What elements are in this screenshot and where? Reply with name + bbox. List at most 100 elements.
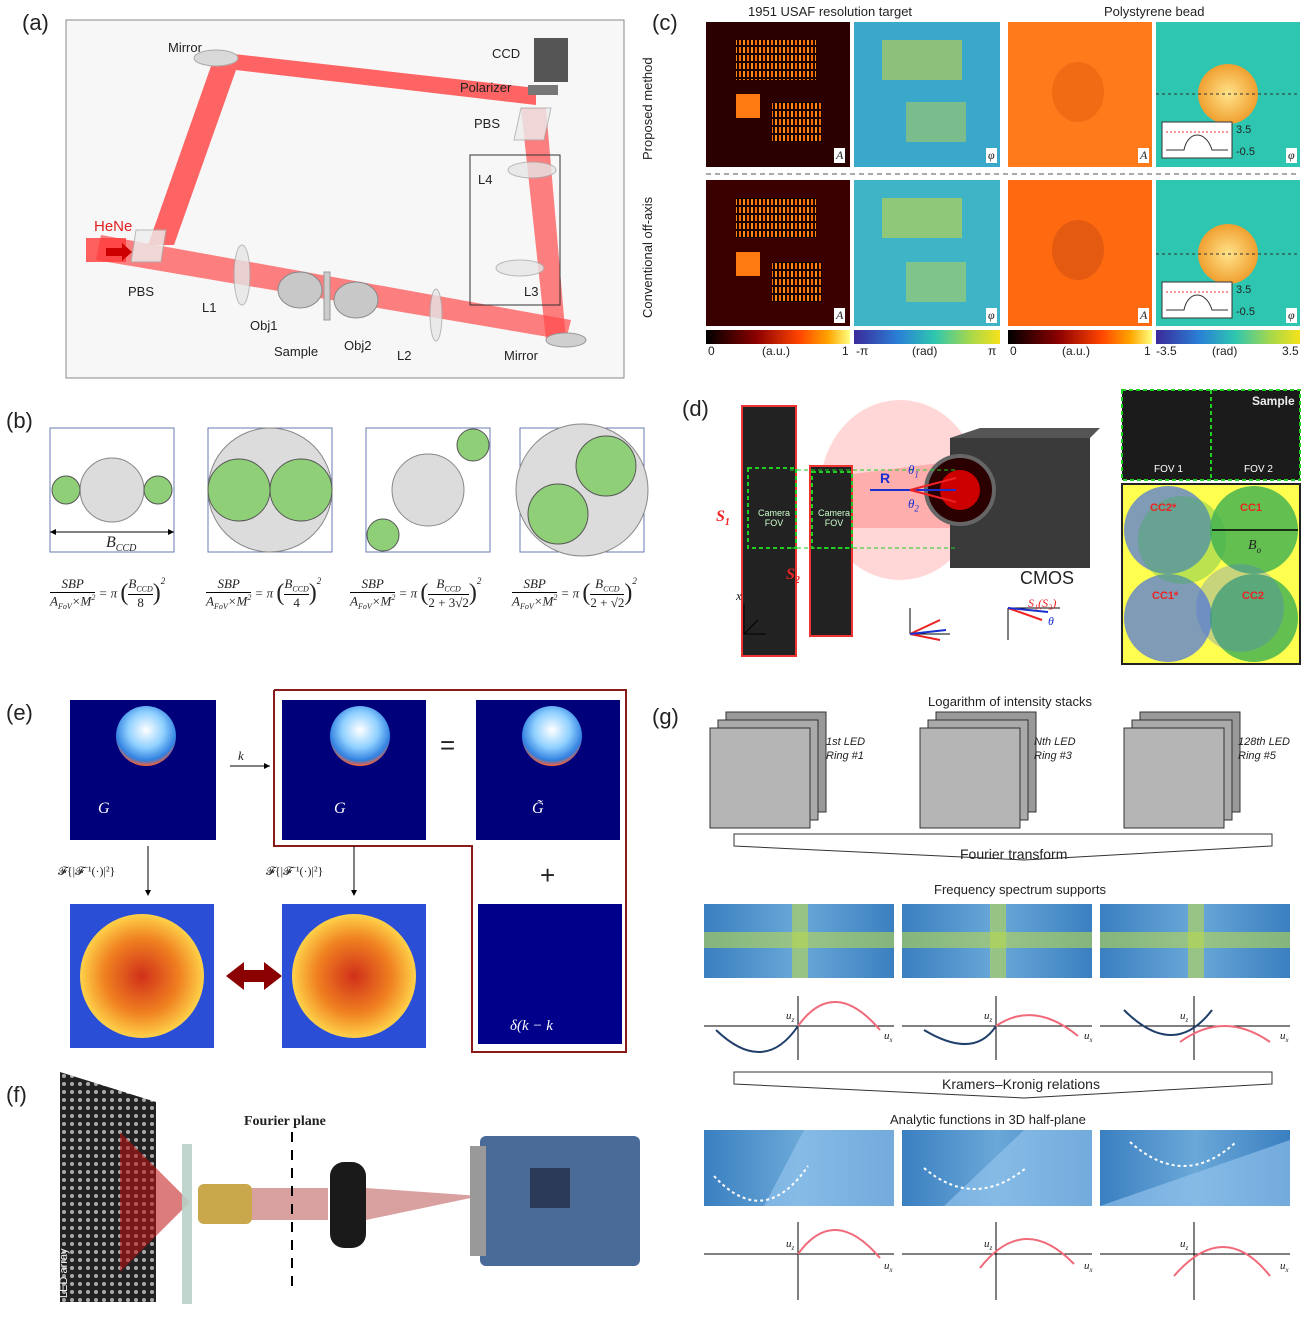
c-cbar2-unit: (rad) [912, 344, 938, 358]
formula-2: SBP AFoV×M2 = π (BCCD 4)2 [206, 576, 322, 611]
c-title-left: 1951 USAF resolution target [748, 4, 913, 19]
d-sample-label: Sample [1252, 394, 1295, 408]
c-cbar4-min: -3.5 [1156, 344, 1177, 358]
d-s2-label: S2 [786, 566, 800, 586]
panel-f-diagram [60, 1072, 640, 1304]
c-colorbar-4 [1156, 330, 1300, 344]
formula-3-sq: 2 [391, 593, 396, 602]
formula-2-rhs: = π [254, 585, 274, 601]
c-sym-p3: φ [986, 308, 997, 323]
panel-label-b: (b) [6, 408, 33, 433]
panel-label-f: (f) [6, 1082, 27, 1107]
formula-4-frac-sub: CCD [603, 584, 620, 594]
beam-top [216, 52, 536, 105]
label-mirror-top: Mirror [168, 40, 202, 55]
g-uz-5-sub: z [989, 1244, 993, 1253]
d-theta-label: θ [1048, 614, 1054, 628]
formula-4-den-sub: FoV [519, 601, 534, 611]
g-uz-2-text: u [984, 1010, 990, 1022]
g-ux-4-sub: x [889, 1266, 893, 1275]
f-objective-icon [198, 1184, 252, 1224]
g-ring3: Ring #5 [1238, 750, 1276, 762]
hene-arrow-icon [106, 243, 132, 261]
label-l4: L4 [478, 172, 493, 187]
f-fourier-plane-label: Fourier plane [244, 1114, 326, 1129]
c-cbar4-unit: (rad) [1212, 344, 1238, 358]
e-label-fop1: 𝓕{|𝓕⁻¹(·)|²} [58, 864, 116, 878]
d-s1-sub: 1 [724, 517, 730, 529]
g-ux-6-text: u [1280, 1260, 1286, 1272]
c-sym-p1: φ [986, 148, 997, 163]
panel-d-diagram [741, 400, 1100, 657]
formula-1-num: SBP [50, 576, 96, 593]
formula-3-frac-den: 2 + 3√2 [428, 594, 469, 610]
sample-slide-icon [323, 271, 331, 321]
formula-2-den: A [206, 593, 214, 609]
formula-1-den-tail: ×M [71, 593, 92, 609]
c-row-label-1: Proposed method [640, 57, 655, 160]
d-cc2-label: CC2 [1242, 590, 1265, 602]
g-uz-4: uz [786, 1238, 794, 1252]
lens-l2-icon [429, 288, 443, 342]
formula-2-pow: 2 [316, 576, 322, 586]
f-led-array-label: LED array [58, 1248, 70, 1298]
g-fourier-label: Fourier transform [960, 846, 1068, 862]
e-label-km: k [238, 748, 244, 763]
g-ux-2-text: u [1084, 1030, 1090, 1042]
d-s1s2-label: S₁(S₂) [1028, 596, 1057, 610]
e-red-bracket [273, 689, 627, 1053]
s1-sample-image [741, 405, 797, 657]
formula-3-num: SBP [350, 576, 396, 593]
mirror-top-icon [193, 49, 239, 67]
d-camera-fov-1: Camera FOV [757, 508, 790, 528]
d-theta2: θ2 [908, 496, 919, 514]
panel-d-right [1121, 389, 1301, 665]
d-axis-z: z [760, 610, 766, 625]
label-bccd: BCCD [106, 534, 136, 554]
formula-4-frac-den: 2 + √2 [590, 594, 625, 610]
formula-3-frac-sub: CCD [444, 584, 461, 594]
label-mirror-bottom: Mirror [504, 348, 538, 363]
g-stack-1 [709, 711, 827, 829]
e-label-gm: G [334, 800, 346, 817]
formula-2-frac-den: 4 [293, 594, 300, 610]
panel-label-e: (e) [6, 700, 33, 725]
g-uz-5-text: u [984, 1238, 990, 1250]
formula-2-sq: 2 [247, 593, 252, 602]
lens-l3-icon [495, 259, 545, 277]
pbs-left-icon [130, 229, 167, 263]
c-cbar2-min: -π [856, 344, 869, 358]
g-ring1: Ring #1 [826, 750, 864, 762]
c-cbar1-unit: (a.u.) [762, 344, 791, 358]
g-ux-1-sub: x [889, 1036, 893, 1045]
formula-3-den-tail: ×M [371, 593, 392, 609]
c-sym-p4: φ [1286, 308, 1297, 323]
d-bo-text: B [1248, 538, 1257, 553]
label-sample-a: Sample [274, 344, 319, 359]
d-axis-y: y [766, 630, 772, 645]
d-cc1s-label: CC1* [1152, 590, 1179, 602]
formula-1-frac-sub: CCD [136, 584, 153, 594]
ccd-icon [534, 38, 568, 82]
g-uz-1-text: u [786, 1010, 792, 1022]
beam-left-vertical [148, 52, 236, 245]
c-img-usaf-phase-2 [854, 180, 1000, 326]
panel-c-images [706, 22, 1300, 344]
c-profile-hi-1: 3.5 [1236, 124, 1252, 136]
g-ux-5-sub: x [1089, 1266, 1093, 1275]
d-theta1-text: θ [908, 462, 915, 477]
g-uz-2-sub: z [989, 1016, 993, 1025]
formula-1-sq: 2 [91, 593, 96, 602]
c-cbar3-unit: (a.u.) [1062, 344, 1091, 358]
g-ux-4-text: u [884, 1260, 890, 1272]
f-lens-icon [330, 1162, 366, 1248]
formula-4-den: A [512, 593, 520, 609]
g-ux-5: ux [1084, 1260, 1093, 1274]
g-ux-3-text: u [1280, 1030, 1286, 1042]
g-uz-4-text: u [786, 1238, 792, 1250]
g-ux-2-sub: x [1089, 1036, 1093, 1045]
d-fov2-label: FOV 2 [1244, 464, 1273, 475]
g-uz-1-sub: z [791, 1016, 795, 1025]
c-colorbar-3 [1008, 330, 1152, 344]
d-cmos-label: CMOS [1020, 568, 1074, 588]
